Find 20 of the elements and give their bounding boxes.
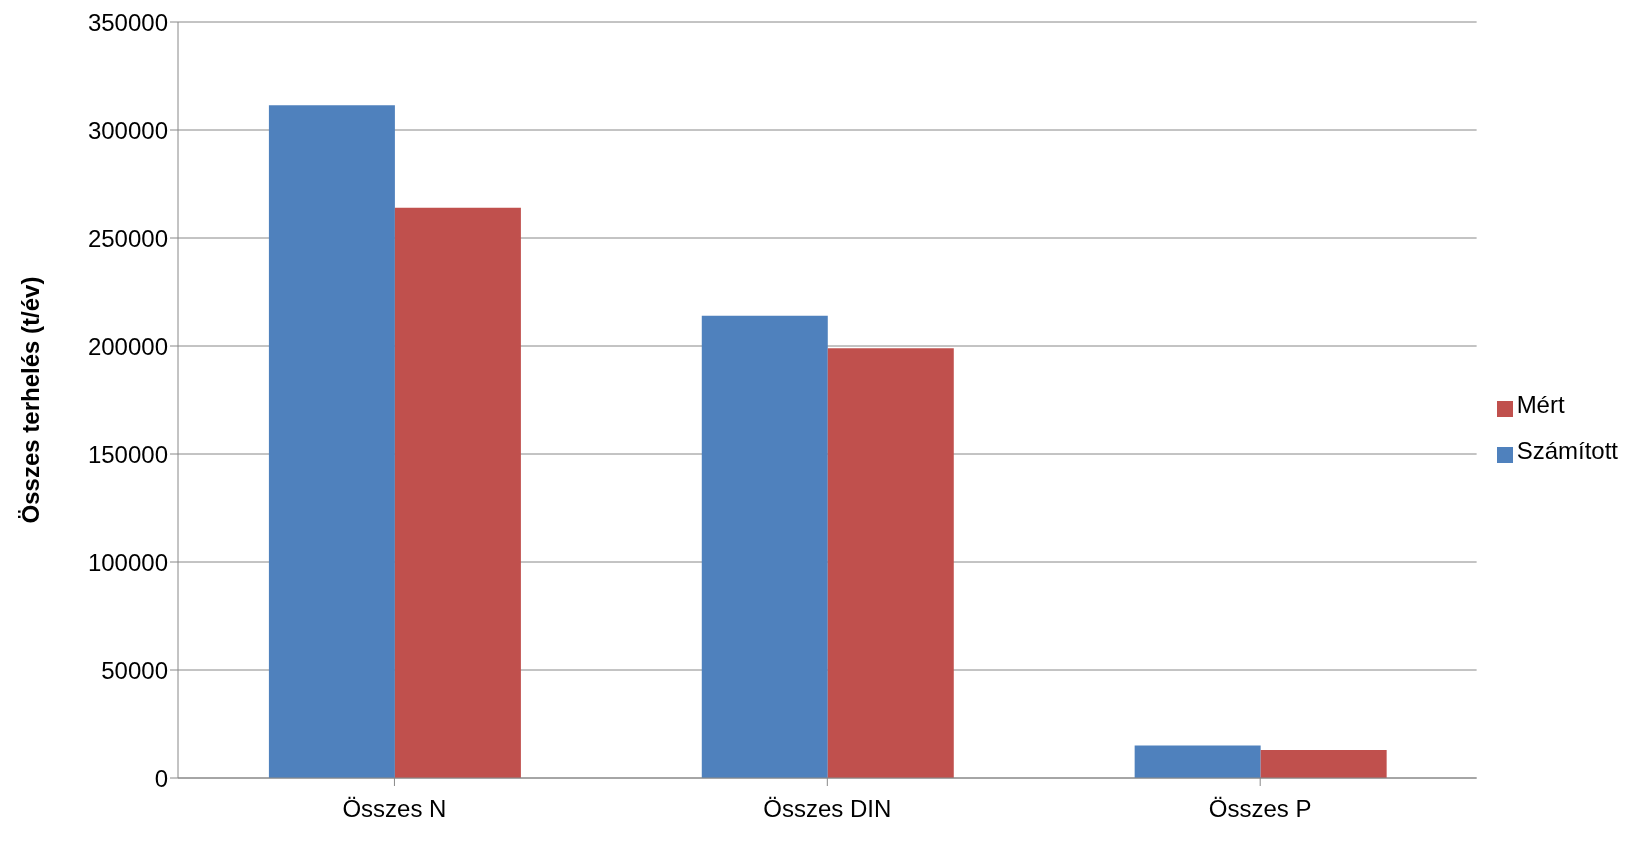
legend-label: Számított — [1516, 437, 1618, 464]
bar — [701, 315, 828, 778]
y-tick-label: 350000 — [87, 8, 168, 36]
bar — [1260, 749, 1387, 778]
y-tick-label: 50000 — [101, 656, 168, 684]
y-tick-label: 300000 — [87, 116, 168, 144]
bar — [394, 207, 521, 778]
x-tick-label: Összes DIN — [763, 795, 892, 823]
y-tick-label: 200000 — [87, 332, 168, 360]
x-tick-label: Összes P — [1208, 795, 1312, 823]
legend-label: Mért — [1516, 391, 1565, 418]
y-axis-title: Összes terhelés (t/év) — [16, 276, 44, 524]
bar — [827, 348, 954, 778]
y-tick-label: 150000 — [87, 440, 168, 468]
bar — [268, 105, 395, 778]
bar — [1134, 745, 1261, 778]
y-tick-label: 0 — [154, 764, 168, 792]
y-tick-label: 100000 — [87, 548, 168, 576]
y-tick-label: 250000 — [87, 224, 168, 252]
x-tick-label: Összes N — [342, 795, 447, 823]
